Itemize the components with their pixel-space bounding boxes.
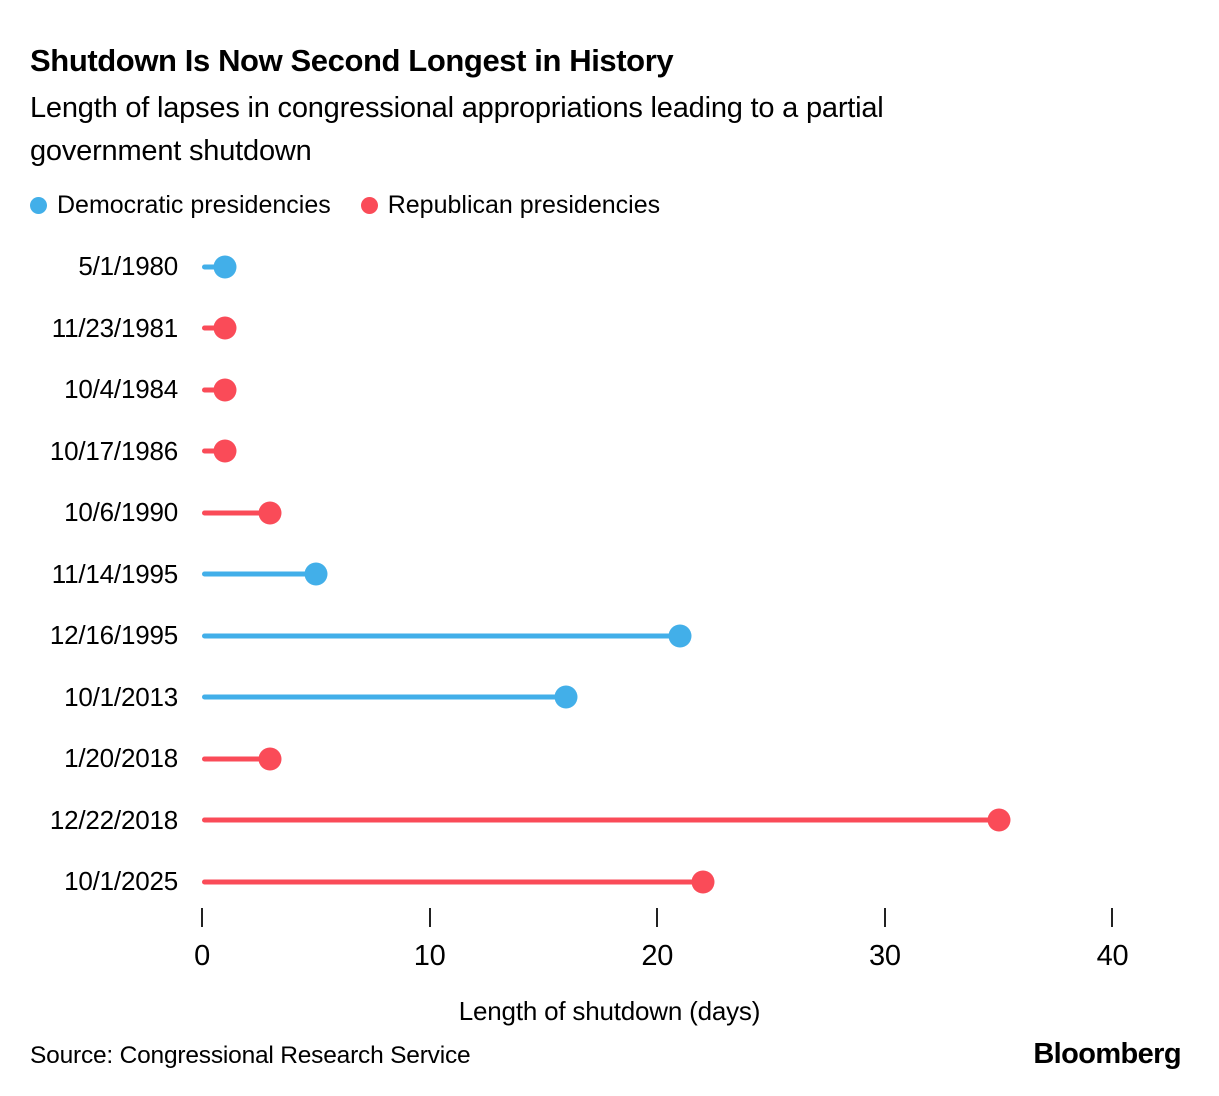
x-tick-label: 10 [413,939,446,972]
row-plot [202,851,1158,913]
x-tick-mark [201,907,203,927]
legend-item-republican: Republican presidencies [360,191,661,220]
chart-title: Shutdown Is Now Second Longest in Histor… [30,43,674,78]
chart-row: 12/22/2018 [30,790,1189,852]
footer: Source: Congressional Research Service B… [30,1038,1182,1071]
row-date-label: 10/1/2025 [64,866,178,897]
lollipop-line [202,756,271,762]
chart-subtitle: Length of lapses in congressional approp… [30,92,884,168]
lollipop-line [202,571,316,577]
republican-dot-icon [360,197,378,214]
democratic-dot-icon [30,197,47,214]
chart-row: 10/4/1984 [30,359,1189,421]
row-plot [202,298,1158,360]
row-date-label: 10/17/1986 [49,435,178,466]
bloomberg-logo: Bloomberg [1033,1038,1181,1070]
row-plot [202,359,1158,421]
lollipop-dot [213,439,237,463]
legend-item-democratic: Democratic presidencies [30,191,331,220]
x-tick-label: 0 [194,939,210,972]
chart-row: 11/23/1981 [30,298,1189,360]
chart-row: 10/17/1986 [30,421,1189,483]
row-plot [202,482,1158,544]
chart-row: 10/1/2025 [30,851,1189,913]
lollipop-dot [987,808,1011,832]
lollipop-dot [213,378,237,402]
lollipop-dot [258,501,282,525]
row-date-label: 12/16/1995 [49,620,178,651]
legend: Democratic presidencies Republican presi… [30,191,1189,220]
x-axis: 0 10 20 30 40 [194,907,1158,988]
row-plot [202,667,1158,729]
chart-row: 1/20/2018 [30,728,1189,790]
x-tick-label: 20 [641,939,674,972]
row-plot [202,790,1158,852]
row-date-label: 11/23/1981 [51,312,178,343]
legend-label-democratic: Democratic presidencies [57,191,331,219]
x-tick-mark [656,907,659,927]
lollipop-dot [304,562,328,586]
x-tick-label: 40 [1096,939,1129,972]
lollipop-dot [258,747,282,771]
lollipop-dot [691,870,715,894]
row-date-label: 10/4/1984 [64,374,178,405]
chart-row: 12/16/1995 [30,605,1189,667]
chart-row: 10/1/2013 [30,667,1189,729]
row-date-label: 5/1/1980 [78,251,178,282]
row-date-label: 11/14/1995 [51,558,178,589]
chart-row: 5/1/1980 [30,236,1189,298]
row-date-label: 12/22/2018 [49,804,178,835]
lollipop-dot [213,255,237,279]
lollipop-line [202,694,567,700]
chart-rows: 5/1/1980 11/23/1981 10/4/1984 10/17/1986 10/… [30,236,1189,913]
legend-label-republican: Republican presidencies [387,191,661,219]
lollipop-line [202,817,999,823]
x-axis-title: Length of shutdown (days) [458,995,761,1026]
x-tick-mark [1111,907,1114,927]
lollipop-dot [213,316,237,340]
chart-row: 10/6/1990 [30,482,1189,544]
row-date-label: 10/6/1990 [64,497,178,528]
x-tick-mark [428,907,431,927]
row-date-label: 1/20/2018 [64,743,178,774]
lollipop-line [202,879,703,885]
row-plot [202,236,1158,298]
lollipop-dot [668,624,692,648]
row-date-label: 10/1/2013 [64,681,178,712]
x-tick-mark [883,907,886,927]
lollipop-chart: 5/1/1980 11/23/1981 10/4/1984 10/17/1986 10/… [30,236,1189,1027]
row-plot [202,544,1158,606]
chart-row: 11/14/1995 [30,544,1189,606]
row-plot [202,728,1158,790]
lollipop-dot [554,685,578,709]
x-tick-label: 30 [869,939,901,972]
lollipop-line [202,633,680,639]
row-plot [202,605,1158,667]
row-plot [202,421,1158,483]
lollipop-line [202,510,271,516]
source-note: Source: Congressional Research Service [30,1042,471,1069]
